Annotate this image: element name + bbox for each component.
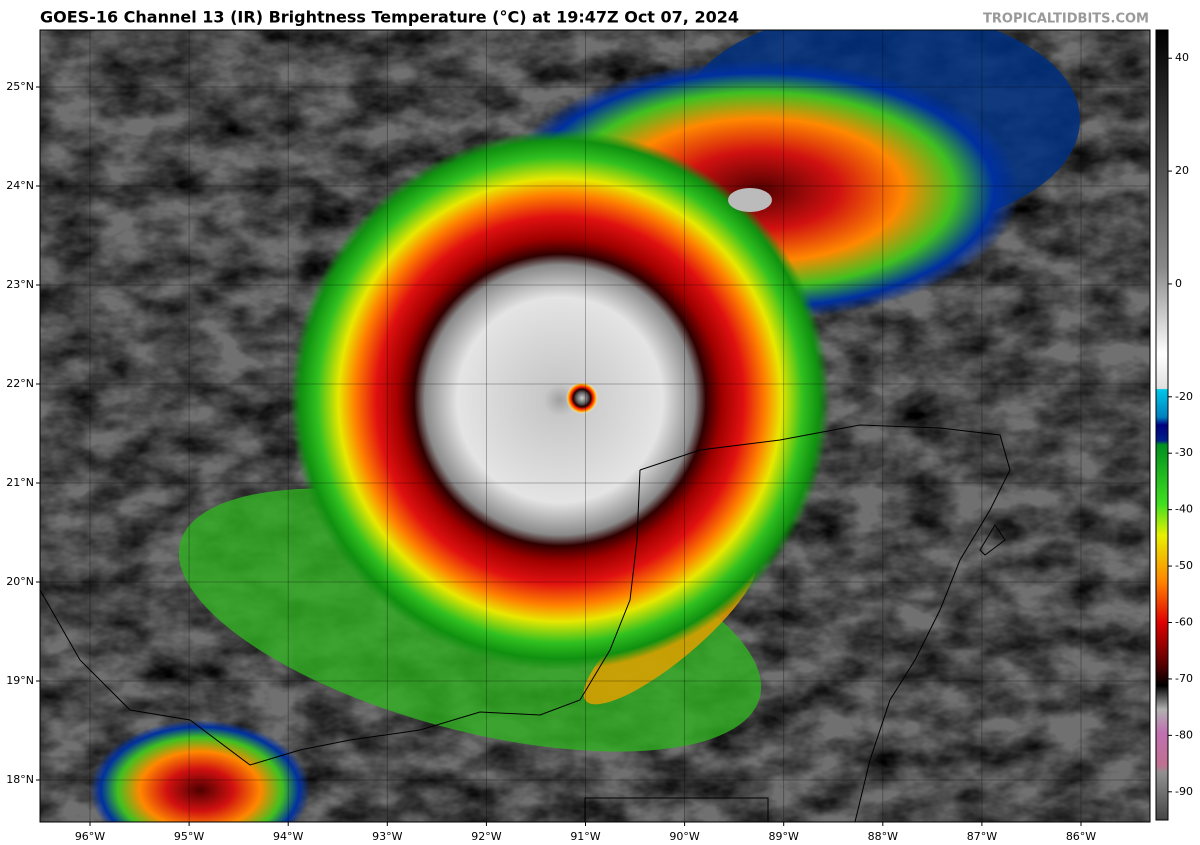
colorbar xyxy=(1155,29,1169,821)
colorbar-label: 40 xyxy=(1175,51,1189,64)
satellite-image xyxy=(40,30,1150,822)
colorbar-label: -90 xyxy=(1175,785,1193,798)
graticule xyxy=(40,30,1150,822)
lat-label: 25°N xyxy=(6,80,34,93)
lon-label: 95°W xyxy=(174,830,204,843)
colorbar-label: -50 xyxy=(1175,559,1193,572)
lon-label: 88°W xyxy=(868,830,898,843)
lat-label: 20°N xyxy=(6,575,34,588)
lat-label: 18°N xyxy=(6,773,34,786)
colorbar-label: 20 xyxy=(1175,164,1189,177)
lon-label: 94°W xyxy=(273,830,303,843)
lon-label: 96°W xyxy=(75,830,105,843)
colorbar-label: -30 xyxy=(1175,446,1193,459)
colorbar-label: 0 xyxy=(1175,277,1182,290)
colorbar-label: -60 xyxy=(1175,616,1193,629)
lat-label: 24°N xyxy=(6,179,34,192)
credit: TROPICALTIDBITS.COM xyxy=(983,12,1149,27)
title: GOES-16 Channel 13 (IR) Brightness Tempe… xyxy=(40,8,739,27)
lat-label: 22°N xyxy=(6,377,34,390)
lat-label: 23°N xyxy=(6,278,34,291)
map-frame xyxy=(39,29,1151,823)
lon-label: 92°W xyxy=(471,830,501,843)
lon-label: 93°W xyxy=(372,830,402,843)
colorbar-label: -20 xyxy=(1175,390,1193,403)
colorbar-label: -80 xyxy=(1175,728,1193,741)
lat-label: 19°N xyxy=(6,674,34,687)
lon-label: 86°W xyxy=(1066,830,1096,843)
colorbar-label: -70 xyxy=(1175,672,1193,685)
lat-label: 21°N xyxy=(6,476,34,489)
colorbar-label: -40 xyxy=(1175,503,1193,516)
lon-label: 90°W xyxy=(669,830,699,843)
lon-label: 91°W xyxy=(570,830,600,843)
lon-label: 87°W xyxy=(967,830,997,843)
lon-label: 89°W xyxy=(769,830,799,843)
